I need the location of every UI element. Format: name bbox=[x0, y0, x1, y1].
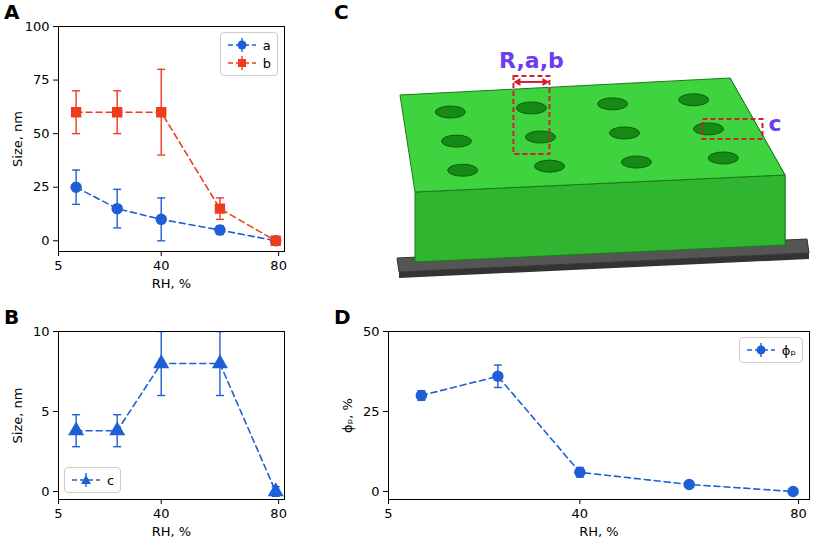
svg-text:5: 5 bbox=[384, 506, 392, 521]
svg-text:0: 0 bbox=[371, 484, 379, 499]
svg-text:10: 10 bbox=[33, 324, 50, 339]
svg-text:0: 0 bbox=[41, 233, 49, 248]
html-text:c: c bbox=[107, 472, 115, 488]
html-text:ϕₚ: ϕₚ bbox=[781, 342, 796, 358]
svg-text:25: 25 bbox=[363, 404, 380, 419]
html-text:a: a bbox=[262, 37, 271, 53]
svg-text:50: 50 bbox=[363, 324, 380, 339]
svg-text:80: 80 bbox=[790, 506, 807, 521]
svg-text:RH, %: RH, % bbox=[152, 276, 191, 291]
svg-text:80: 80 bbox=[270, 506, 287, 521]
html-text:D: D bbox=[334, 305, 351, 329]
svg-text:40: 40 bbox=[572, 506, 589, 521]
svg-text:Size, nm: Size, nm bbox=[10, 388, 25, 444]
svg-text:c: c bbox=[769, 111, 782, 136]
html-text:b: b bbox=[262, 55, 271, 71]
svg-text:RH, %: RH, % bbox=[152, 524, 191, 539]
svg-text:ϕₚ, %: ϕₚ, % bbox=[340, 398, 355, 433]
svg-text:0: 0 bbox=[41, 484, 49, 499]
svg-text:80: 80 bbox=[270, 258, 287, 273]
svg-text:RH, %: RH, % bbox=[579, 524, 618, 539]
html-text:B: B bbox=[4, 305, 20, 329]
svg-text:50: 50 bbox=[33, 126, 50, 141]
svg-text:25: 25 bbox=[33, 179, 50, 194]
svg-text:75: 75 bbox=[33, 72, 50, 87]
svg-text:40: 40 bbox=[153, 506, 170, 521]
svg-text:40: 40 bbox=[153, 258, 170, 273]
svg-text:R,a,b: R,a,b bbox=[499, 48, 564, 73]
svg-text:5: 5 bbox=[41, 404, 49, 419]
html-text:C: C bbox=[334, 0, 349, 24]
svg-text:5: 5 bbox=[54, 258, 62, 273]
svg-text:5: 5 bbox=[54, 506, 62, 521]
svg-text:100: 100 bbox=[25, 19, 50, 34]
svg-text:Size, nm: Size, nm bbox=[10, 111, 25, 167]
html-text:A: A bbox=[4, 0, 20, 24]
